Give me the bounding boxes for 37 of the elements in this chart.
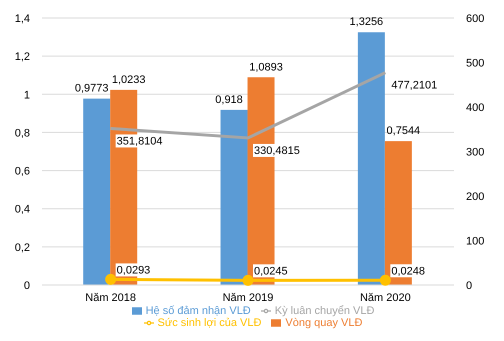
data-label: 0,0293: [116, 264, 150, 276]
y-tick-label: 0,2: [14, 242, 30, 254]
data-label: 1,3256: [350, 16, 384, 28]
y2-tick-label: 0: [466, 280, 472, 292]
y-tick-label: 0,6: [14, 166, 30, 178]
y-tick-label: 1,4: [14, 13, 30, 25]
legend-label: Kỳ luân chuyển VLĐ: [274, 305, 374, 317]
data-label: 1,0233: [112, 74, 146, 86]
y2-tick-label: 600: [466, 13, 484, 25]
y-tick-label: 0: [24, 280, 30, 292]
legend-label: Hệ số đảm nhận VLĐ: [146, 305, 251, 317]
data-label: 330,4815: [254, 144, 300, 157]
bar: [220, 110, 248, 285]
y2-tick-label: 400: [466, 102, 484, 114]
legend-label: Sức sinh lợi của VLĐ: [158, 317, 262, 329]
y2-tick-label: 100: [466, 236, 484, 248]
data-label: 351,8104: [116, 135, 163, 148]
legend-label: Vòng quay VLĐ: [285, 317, 362, 329]
y-tick-label: 0,8: [14, 127, 30, 140]
data-label: 0,0248: [391, 265, 425, 278]
y2-tick-label: 200: [466, 191, 484, 203]
data-label: 477,2101: [391, 80, 438, 92]
y-tick-label: 1: [24, 89, 30, 102]
y2-tick-label: 300: [466, 146, 484, 158]
y2-tick-label: 500: [466, 58, 484, 70]
bar: [83, 98, 110, 285]
data-label: 1,0893: [249, 61, 283, 74]
bar: [358, 32, 385, 285]
x-tick-label: Năm 2018: [85, 292, 136, 304]
data-label: 0,9773: [74, 82, 109, 95]
data-label: 0,7544: [386, 125, 420, 138]
x-tick-label: Năm 2019: [222, 292, 274, 304]
data-label: 0,0245: [254, 265, 288, 278]
data-label: 0,918: [215, 94, 243, 106]
x-tick-label: Năm 2020: [360, 292, 411, 304]
y-tick-label: 1,2: [14, 51, 30, 64]
y-tick-label: 0,4: [14, 204, 30, 216]
